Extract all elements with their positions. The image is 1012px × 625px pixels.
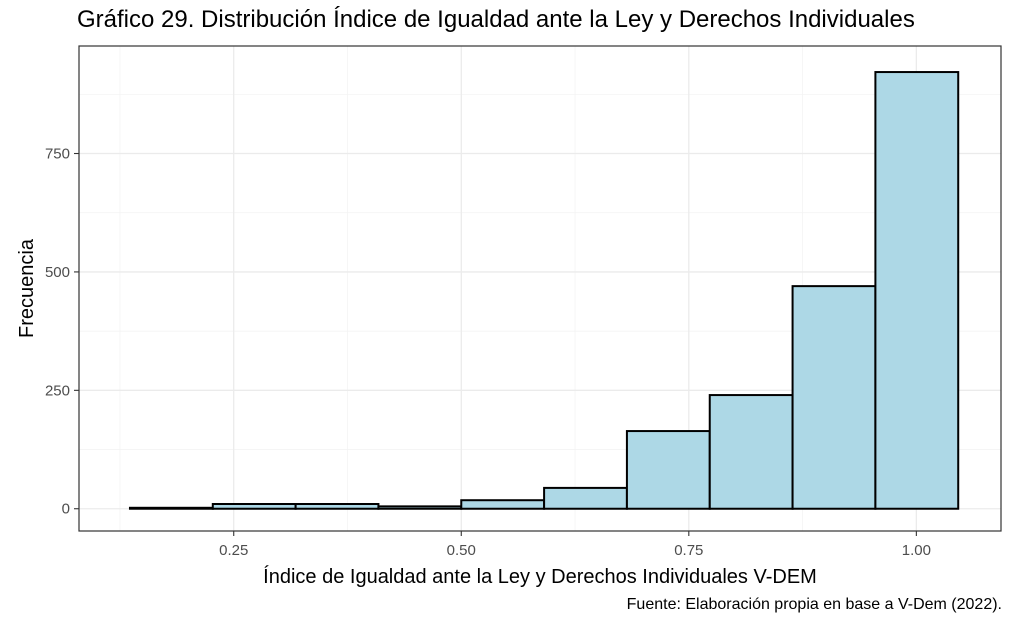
- histogram-bar: [128, 506, 214, 510]
- x-tick-label: 0.25: [219, 542, 248, 559]
- histogram-bar: [543, 486, 628, 510]
- histogram-bar: [708, 394, 794, 510]
- x-tick-label: 0.50: [447, 542, 476, 559]
- histogram-bar: [625, 430, 711, 510]
- histogram-bar: [791, 285, 877, 510]
- y-tick-label: 250: [45, 382, 70, 399]
- y-axis-ticks: 0 250 500 750: [45, 146, 79, 518]
- histogram-bar: [460, 499, 546, 510]
- x-axis-ticks: 0.25 0.50 0.75 1.00: [219, 531, 931, 559]
- y-tick-label: 500: [45, 264, 70, 281]
- x-tick-label: 0.75: [674, 542, 703, 559]
- y-tick-label: 750: [45, 146, 70, 163]
- x-tick-label: 1.00: [902, 542, 931, 559]
- y-axis-title: Frecuencia: [16, 238, 38, 338]
- histogram-bars: [128, 71, 960, 510]
- histogram-bar: [294, 503, 380, 510]
- chart-caption: Fuente: Elaboración propia en base a V-D…: [626, 596, 1002, 613]
- histogram-bar: [377, 505, 463, 510]
- x-axis-title: Índice de Igualdad ante la Ley y Derecho…: [263, 565, 817, 588]
- histogram-bar: [874, 71, 960, 510]
- y-tick-label: 0: [62, 501, 70, 518]
- histogram-bar: [211, 503, 297, 510]
- chart-title: Gráfico 29. Distribución Índice de Igual…: [77, 6, 915, 33]
- panel-border: [78, 45, 1002, 532]
